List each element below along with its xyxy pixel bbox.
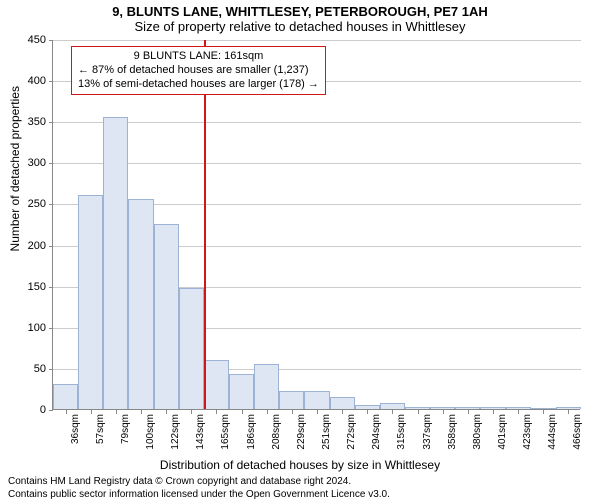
xtick-mark [267, 410, 268, 414]
gridline [53, 163, 581, 164]
bar [480, 407, 505, 409]
histogram-chart: Number of detached properties 0501001502… [52, 40, 580, 410]
xtick-mark [367, 410, 368, 414]
xtick-mark [216, 410, 217, 414]
xtick-label: 251sqm [321, 414, 332, 450]
ytick-label: 450 [6, 34, 46, 46]
ytick-mark [49, 122, 53, 123]
annotation-line: ← 87% of detached houses are smaller (1,… [78, 64, 319, 78]
bar [455, 407, 480, 409]
ytick-label: 300 [6, 157, 46, 169]
xtick-mark [418, 410, 419, 414]
xtick-mark [66, 410, 67, 414]
xtick-label: 57sqm [95, 414, 106, 444]
bar [506, 407, 531, 409]
footer-line: Contains public sector information licen… [8, 489, 592, 501]
bar [355, 405, 380, 409]
xtick-label: 165sqm [220, 414, 231, 450]
xtick-mark [116, 410, 117, 414]
xtick-mark [443, 410, 444, 414]
xtick-label: 122sqm [170, 414, 181, 450]
annotation-box: 9 BLUNTS LANE: 161sqm← 87% of detached h… [71, 46, 326, 95]
ytick-label: 400 [6, 75, 46, 87]
xtick-label: 358sqm [447, 414, 458, 450]
xtick-label: 466sqm [572, 414, 583, 450]
bar [254, 364, 279, 409]
xtick-label: 315sqm [396, 414, 407, 450]
bar [279, 391, 304, 409]
bar [330, 397, 355, 409]
xtick-mark [493, 410, 494, 414]
bar [531, 408, 556, 409]
xtick-label: 229sqm [296, 414, 307, 450]
xtick-label: 36sqm [70, 414, 81, 444]
bar [229, 374, 254, 409]
annotation-line: 13% of semi-detached houses are larger (… [78, 78, 319, 92]
bar [304, 391, 329, 409]
xtick-mark [166, 410, 167, 414]
footer-credits: Contains HM Land Registry data © Crown c… [0, 472, 600, 501]
xtick-mark [392, 410, 393, 414]
ytick-mark [49, 246, 53, 247]
xtick-label: 100sqm [145, 414, 156, 450]
bar [179, 288, 204, 409]
ytick-mark [49, 40, 53, 41]
ytick-mark [49, 328, 53, 329]
gridline [53, 122, 581, 123]
plot-area: 05010015020025030035040045036sqm57sqm79s… [52, 40, 580, 410]
xtick-label: 423sqm [522, 414, 533, 450]
bar [556, 407, 581, 409]
xtick-label: 294sqm [371, 414, 382, 450]
bar [154, 224, 179, 409]
xtick-label: 380sqm [472, 414, 483, 450]
bar [128, 199, 153, 409]
xtick-mark [141, 410, 142, 414]
bar [103, 117, 128, 409]
xtick-label: 79sqm [120, 414, 131, 444]
xtick-mark [468, 410, 469, 414]
property-marker-line [204, 40, 206, 409]
annotation-line: 9 BLUNTS LANE: 161sqm [78, 50, 319, 64]
bar [204, 360, 229, 409]
ytick-mark [49, 163, 53, 164]
ytick-label: 150 [6, 281, 46, 293]
ytick-label: 200 [6, 240, 46, 252]
xtick-mark [242, 410, 243, 414]
footer-line: Contains HM Land Registry data © Crown c… [8, 476, 592, 489]
xtick-label: 337sqm [422, 414, 433, 450]
xtick-mark [191, 410, 192, 414]
xtick-mark [568, 410, 569, 414]
ytick-label: 50 [6, 363, 46, 375]
page-title: 9, BLUNTS LANE, WHITTLESEY, PETERBOROUGH… [0, 4, 600, 19]
xtick-mark [518, 410, 519, 414]
ytick-label: 350 [6, 116, 46, 128]
xtick-label: 143sqm [195, 414, 206, 450]
ytick-mark [49, 204, 53, 205]
gridline [53, 40, 581, 41]
xtick-label: 401sqm [497, 414, 508, 450]
xtick-mark [317, 410, 318, 414]
xtick-label: 272sqm [346, 414, 357, 450]
page-subtitle: Size of property relative to detached ho… [0, 19, 600, 34]
bar [53, 384, 78, 409]
bar [78, 195, 103, 409]
ytick-label: 0 [6, 404, 46, 416]
ytick-label: 250 [6, 198, 46, 210]
ytick-label: 100 [6, 322, 46, 334]
ytick-mark [49, 81, 53, 82]
x-axis-label: Distribution of detached houses by size … [0, 458, 600, 472]
xtick-mark [292, 410, 293, 414]
bar [430, 407, 455, 409]
ytick-mark [49, 369, 53, 370]
xtick-mark [91, 410, 92, 414]
xtick-label: 208sqm [271, 414, 282, 450]
bar [380, 403, 405, 409]
ytick-mark [49, 287, 53, 288]
bar [405, 407, 430, 409]
ytick-mark [49, 410, 53, 411]
xtick-label: 444sqm [547, 414, 558, 450]
xtick-label: 186sqm [246, 414, 257, 450]
xtick-mark [543, 410, 544, 414]
xtick-mark [342, 410, 343, 414]
